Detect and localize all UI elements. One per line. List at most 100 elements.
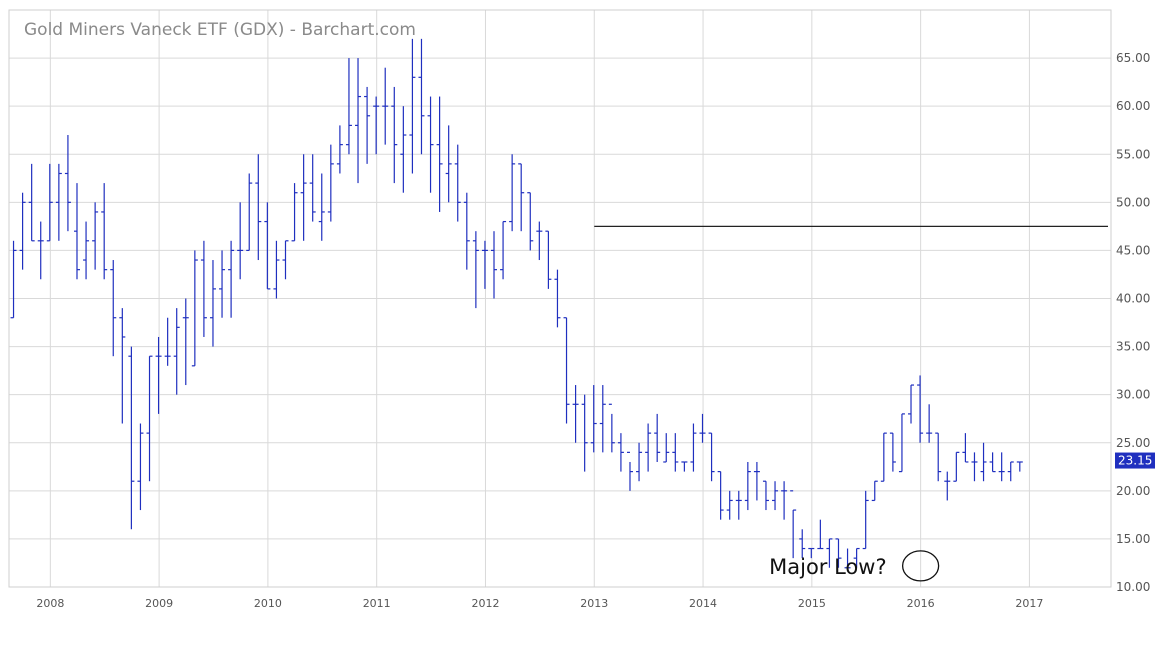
ohlc-bar (826, 538, 833, 568)
ohlc-bar (83, 221, 90, 280)
ohlc-bar (409, 38, 416, 174)
ohlc-bar (617, 433, 624, 472)
ohlc-bar (345, 58, 352, 155)
ohlc-bar (436, 96, 443, 212)
ohlc-bar (10, 240, 17, 319)
ohlc-bars (10, 38, 1023, 569)
ohlc-bar (101, 183, 108, 280)
ohlc-bar (536, 221, 543, 261)
ohlc-bar (255, 154, 262, 261)
y-axis: 10.00 15.00 20.00 25.00 30.00 35.00 40.00 45.00… (1116, 51, 1150, 594)
ohlc-bar (998, 452, 1005, 482)
ohlc-bar (463, 192, 470, 270)
ohlc-bar (427, 96, 434, 193)
ohlc-bar (228, 240, 235, 318)
ohlc-bar (545, 230, 552, 289)
ohlc-bar (355, 58, 362, 184)
ohlc-bar (835, 538, 842, 568)
ohlc-bar (191, 250, 198, 367)
y-tick-label: 30.00 (1116, 388, 1150, 402)
ohlc-bar (790, 490, 797, 559)
ohlc-bar (681, 461, 688, 472)
y-tick-label: 45.00 (1116, 243, 1150, 257)
ohlc-bar (110, 260, 117, 357)
ohlc-bar (264, 202, 271, 290)
ohlc-bar (717, 471, 724, 520)
grid (9, 10, 1111, 588)
ohlc-bar (753, 461, 760, 501)
ohlc-bar (672, 433, 679, 472)
ohlc-bar (853, 547, 860, 568)
x-tick-label: 2009 (145, 597, 173, 610)
ohlc-bar (336, 125, 343, 174)
ohlc-bar (663, 433, 670, 463)
ohlc-bar (1016, 461, 1023, 472)
ohlc-bar (726, 490, 733, 520)
ohlc-bar (1007, 461, 1014, 482)
ohlc-bar (237, 202, 244, 280)
ohlc-bar (364, 86, 371, 164)
ohlc-bar (781, 481, 788, 520)
ohlc-bar (926, 404, 933, 443)
ohlc-bar (889, 432, 896, 472)
ohlc-bar (699, 413, 706, 443)
ohlc-bar (844, 548, 851, 569)
x-tick-label: 2011 (363, 597, 391, 610)
ohlc-bar (300, 154, 307, 241)
last-price-tag (1115, 452, 1155, 469)
ohlc-bar (608, 403, 615, 453)
ohlc-bar (373, 96, 380, 155)
ohlc-bar (273, 240, 280, 299)
ohlc-bar (980, 442, 987, 482)
last-price-label: 23.15 (1118, 454, 1152, 468)
ohlc-bar (55, 163, 62, 241)
ohlc-bar (690, 423, 697, 472)
ohlc-bar (908, 384, 915, 424)
x-tick-label: 2008 (36, 597, 64, 610)
ohlc-bar (146, 355, 153, 482)
ohlc-bar (944, 471, 951, 501)
ohlc-bar (871, 480, 878, 502)
y-tick-label: 60.00 (1116, 99, 1150, 113)
x-tick-label: 2016 (907, 597, 935, 610)
ohlc-bar (645, 423, 652, 472)
ohlc-bar (862, 490, 869, 550)
ohlc-bar (382, 67, 389, 145)
ohlc-bar (880, 432, 887, 482)
ohlc-bar (164, 317, 171, 366)
ohlc-bar (309, 154, 316, 222)
ohlc-bar (418, 38, 425, 155)
ohlc-bar (971, 452, 978, 482)
ohlc-bar (989, 452, 996, 473)
ohlc-bar (291, 183, 298, 242)
ohlc-bar (445, 125, 452, 203)
ohlc-bar (772, 481, 779, 511)
ohlc-bar (173, 308, 180, 395)
ohlc-bar (708, 432, 715, 482)
ohlc-bar (46, 163, 53, 242)
y-tick-label: 65.00 (1116, 51, 1150, 65)
ohlc-bar (599, 385, 606, 453)
ohlc-bar (509, 154, 516, 232)
ohlc-bar (935, 432, 942, 482)
x-axis: 2008 2009 2010 2011 2012 2013 2014 2015 2016 2017 (36, 597, 1043, 610)
y-tick-label: 55.00 (1116, 147, 1150, 161)
ohlc-bar (481, 240, 488, 289)
major-low-circle (901, 550, 940, 582)
ohlc-bar (590, 385, 597, 453)
ohlc-bar (28, 163, 35, 242)
ohlc-bar (19, 192, 26, 270)
ohlc-bar (817, 519, 824, 550)
ohlc-bar (581, 394, 588, 472)
ohlc-bar (799, 529, 806, 559)
x-tick-label: 2012 (471, 597, 499, 610)
ohlc-bar (572, 385, 579, 443)
ohlc-bar (554, 269, 561, 328)
plot-frame (8, 9, 1112, 588)
ohlc-bar (37, 221, 44, 280)
ohlc-bar (491, 231, 498, 299)
x-tick-label: 2017 (1015, 597, 1043, 610)
ohlc-bar (137, 423, 144, 511)
ohlc-bar (246, 173, 253, 252)
